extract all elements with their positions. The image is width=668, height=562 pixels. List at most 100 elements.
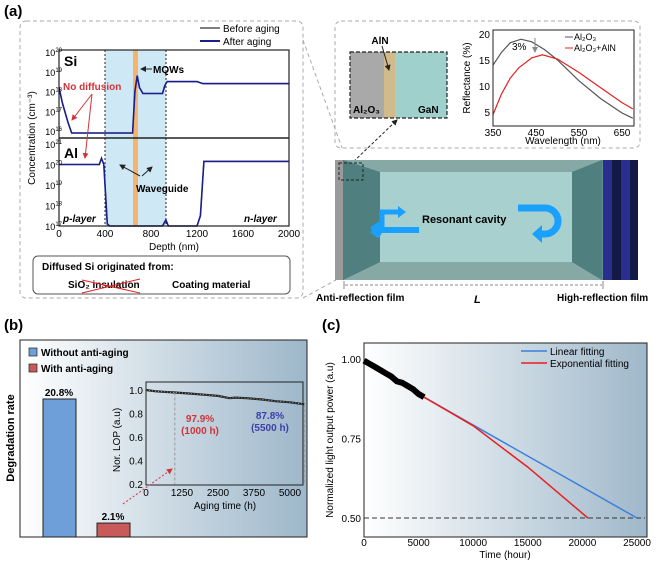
zoom-region-marker xyxy=(338,162,364,181)
si-origin-box xyxy=(32,255,291,295)
refl-y-axis-label: Reflectance (%) xyxy=(462,42,473,113)
zoom-region-outline xyxy=(349,51,448,119)
measured-data-points xyxy=(362,358,426,400)
x-tick-label: 15000 xyxy=(514,538,542,549)
panel-label-b: (b) xyxy=(4,317,23,334)
hr-layer xyxy=(621,160,630,280)
bar-value-label: 2.1% xyxy=(102,512,125,523)
resonant-cavity-diagram: Resonant cavity xyxy=(335,160,638,280)
x-tick-label: 0 xyxy=(361,538,367,549)
cavity-bottom-face xyxy=(343,262,602,280)
sims-dashed-box xyxy=(19,20,304,299)
y-tick-label: 0.75 xyxy=(342,435,362,446)
anti-reflection-label: Anti-reflection film xyxy=(316,293,404,304)
arrow-head-icon xyxy=(398,206,406,218)
y-tick-label: 0.50 xyxy=(342,514,362,525)
y-tick-label: 1.0 xyxy=(129,386,143,397)
legend-swatch-without xyxy=(28,347,38,357)
cavity-inner xyxy=(380,172,572,262)
aln-layer xyxy=(384,52,395,118)
cross-out-line xyxy=(81,278,141,294)
x-tick-label: 550 xyxy=(571,128,588,139)
si-y-tick-label: 1018 xyxy=(45,88,62,98)
al-y-tick-label: 1017 xyxy=(45,222,62,232)
legend-exp: Exponential fitting xyxy=(550,359,629,370)
fit-x-axis-label: Time (hour) xyxy=(479,550,530,561)
x-tick-label: 1200 xyxy=(186,229,209,240)
sio2-insulation-crossed: SiO₂ insulation xyxy=(68,280,140,291)
inset-y-axis-label: Nor. LOP (a.u) xyxy=(112,408,123,472)
cavity-right-face xyxy=(572,160,602,280)
fit-y-axis-label: Normalized light output power (a.u) xyxy=(325,362,336,518)
inset-x-axis-label: Aging time (h) xyxy=(194,501,256,512)
y-tick-label: 0.2 xyxy=(129,480,143,491)
legend-linear: Linear fitting xyxy=(550,347,604,358)
si-label: Si xyxy=(64,53,77,69)
x-tick-label: 1250 xyxy=(171,488,194,499)
aging-inset-chart: 0 1250 2500 3750 5000 1.0 0.8 0.6 0.4 0.2 xyxy=(129,381,305,499)
no-diffusion-label: No diffusion xyxy=(63,82,121,93)
fit-chart-frame xyxy=(363,342,648,538)
y-tick-label: 1.00 xyxy=(342,355,362,366)
delta-label: 3% xyxy=(512,42,527,53)
x-tick-label: 800 xyxy=(143,229,160,240)
zoom-arrow xyxy=(349,119,398,166)
x-tick-label: 5000 xyxy=(407,538,430,549)
al2o3-reflectance-line xyxy=(492,38,634,119)
si-origin-title: Diffused Si originated from: xyxy=(42,262,174,273)
al2o3-layer xyxy=(350,52,384,118)
coating-material: Coating material xyxy=(172,280,251,291)
annotation-5500h-value: 87.8% xyxy=(256,411,284,422)
bar-with-anti-aging xyxy=(96,522,131,538)
p-layer-label: p-layer xyxy=(62,214,97,225)
x-tick-label: 650 xyxy=(614,128,631,139)
bar-without-anti-aging xyxy=(42,398,77,538)
plot-frame xyxy=(492,29,635,127)
si-y-tick-label: 1020 xyxy=(45,48,62,58)
y-tick-label: 20 xyxy=(479,30,491,41)
sims-x-axis-label: Depth (nm) xyxy=(149,242,199,253)
si-y-tick-label: 1016 xyxy=(45,127,62,137)
x-tick-label: 450 xyxy=(528,128,545,139)
panel-label-a: (a) xyxy=(4,3,22,20)
aln-label: AlN xyxy=(371,36,388,47)
waveguide-arrow xyxy=(119,164,141,177)
zoom-dashed-box xyxy=(334,20,641,149)
x-tick-label: 1600 xyxy=(232,229,255,240)
arrow-loop-icon xyxy=(379,209,402,230)
aln-arrow xyxy=(381,45,391,71)
y-tick-label: 10 xyxy=(479,82,491,93)
resonant-cavity-label: Resonant cavity xyxy=(422,214,507,226)
arrow-u-turn-icon xyxy=(518,204,562,238)
y-tick-label: 0.6 xyxy=(129,433,143,444)
y-tick-label: 0.4 xyxy=(129,457,143,468)
legend-al2o3-aln: Al₂O₃+AlN xyxy=(574,43,616,53)
reflectance-chart: 350 450 550 650 20 15 10 5 xyxy=(479,29,635,139)
mqw-label: MQWs xyxy=(153,65,185,76)
al-y-tick-label: 1021 xyxy=(45,140,62,150)
annotation-1000h-time: (1000 h) xyxy=(181,426,219,437)
cavity-left-face xyxy=(343,160,380,280)
n-layer-label: n-layer xyxy=(244,214,278,225)
al-y-tick-label: 1018 xyxy=(45,202,62,212)
x-tick-label: 10000 xyxy=(459,538,487,549)
bar-y-axis-label: Degradation rate xyxy=(5,394,17,481)
refl-x-axis-label: Wavelength (nm) xyxy=(525,136,601,147)
legend-after: After aging xyxy=(223,37,271,48)
legend-without: Without anti-aging xyxy=(41,348,129,359)
length-label: L xyxy=(474,294,481,306)
gan-label: GaN xyxy=(418,105,439,116)
y-tick-label: 5 xyxy=(484,108,490,119)
bar-value-label: 20.8% xyxy=(45,388,73,399)
si-y-tick-label: 1017 xyxy=(45,107,62,117)
si-y-tick-label: 1019 xyxy=(45,68,62,78)
x-tick-label: 5000 xyxy=(279,488,302,499)
x-tick-label: 350 xyxy=(485,128,502,139)
x-tick-label: 3750 xyxy=(243,488,266,499)
anti-reflection-film xyxy=(335,160,343,280)
cavity-top-face xyxy=(343,160,602,172)
hr-layer xyxy=(603,160,612,280)
al2o3-aln-reflectance-line xyxy=(492,54,634,115)
waveguide-label: Waveguide xyxy=(136,184,189,195)
x-tick-label: 0 xyxy=(143,488,149,499)
